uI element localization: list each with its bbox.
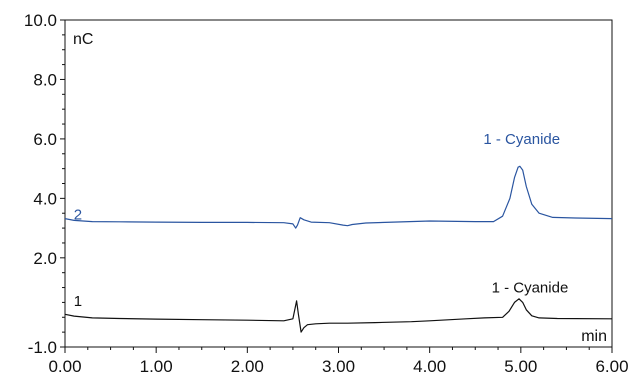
- plot-frame: [64, 19, 613, 348]
- x-tick-label: 2.00: [231, 357, 264, 376]
- peak-label-2: 1 - Cyanide: [483, 131, 560, 148]
- x-axis: 0.00 1.00 2.00 3.00 4.00 5.00 6.00: [48, 347, 629, 376]
- x-unit-label: min: [581, 328, 607, 345]
- x-tick-label: 1.00: [140, 357, 173, 376]
- peak-label-1: 1 - Cyanide: [492, 280, 569, 297]
- x-tick-label: 0.00: [48, 357, 81, 376]
- y-tick-label: 2.0: [33, 249, 57, 268]
- y-tick-label: 6.0: [33, 130, 57, 149]
- y-tick-label: 4.0: [33, 189, 57, 208]
- x-tick-label: 6.00: [595, 357, 628, 376]
- y-unit-label: nC: [73, 31, 93, 48]
- y-axis: -1.0 2.0 4.0 6.0 8.0 10.0: [24, 11, 65, 357]
- trace-number-1: 1: [74, 293, 82, 310]
- series-line-1: [64, 298, 613, 333]
- y-tick-label: -1.0: [28, 338, 57, 357]
- series-line-2: [64, 165, 613, 229]
- y-tick-label: 10.0: [24, 11, 57, 30]
- y-tick-label: 8.0: [33, 70, 57, 89]
- series-layer: 1 - Cyanide 2 1 - Cyanide 1: [64, 131, 613, 333]
- x-tick-label: 4.00: [413, 357, 446, 376]
- trace-number-2: 2: [74, 207, 82, 224]
- x-tick-label: 3.00: [322, 357, 355, 376]
- x-tick-label: 5.00: [504, 357, 537, 376]
